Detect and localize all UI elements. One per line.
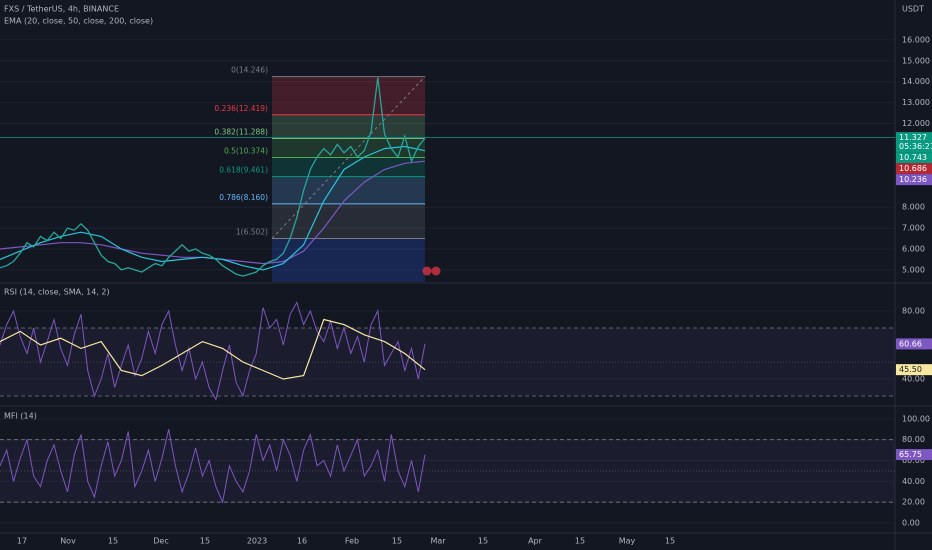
fib-zone	[272, 114, 425, 139]
fib-label: 0.786(8.160)	[219, 193, 268, 202]
y-tick-label: 40.00	[902, 477, 925, 486]
fib-zone	[272, 238, 425, 282]
y-tick-label: 12.000	[902, 119, 930, 128]
rsi-title: RSI (14, close, SMA, 14, 2)	[4, 288, 110, 297]
series-line	[0, 145, 426, 271]
alert-icon	[422, 266, 432, 276]
price-badge	[896, 174, 932, 186]
time-label: 16	[297, 537, 307, 546]
price-badge	[896, 364, 932, 376]
fib-label: 0.618(9.461)	[219, 166, 268, 175]
time-label: Mar	[430, 537, 446, 546]
time-label: 15	[575, 537, 585, 546]
time-label: 15	[200, 537, 210, 546]
y-tick-label: 0.00	[902, 519, 920, 528]
y-tick-label: 6.000	[902, 244, 925, 253]
price-badge-label: 10.236	[899, 175, 927, 184]
time-label: May	[619, 537, 636, 546]
y-tick-label: 60.00	[902, 456, 925, 465]
time-label: Feb	[345, 537, 359, 546]
y-tick-label: 5.000	[902, 265, 925, 274]
fib-trend	[271, 76, 426, 239]
currency: USDT	[902, 5, 924, 14]
price-badge	[896, 338, 932, 350]
price-badge-label: 10.743	[899, 153, 927, 162]
price-badge-label: 45.50	[899, 365, 922, 374]
y-tick-label: 15.000	[902, 56, 930, 65]
y-tick-label: 13.000	[902, 98, 930, 107]
fib-label: 1(6.502)	[236, 227, 268, 236]
y-tick-label: 16.000	[902, 35, 930, 44]
y-tick-label: 14.000	[902, 77, 930, 86]
alert-icon	[431, 266, 441, 276]
time-label: 15	[478, 537, 488, 546]
y-tick-label: 80.00	[902, 307, 925, 316]
y-tick-label: 80.00	[902, 435, 925, 444]
price-badge-label: 10.686	[899, 164, 927, 173]
fib-zone	[272, 76, 425, 115]
series-line	[0, 77, 426, 277]
time-label: 15	[108, 537, 118, 546]
y-tick-label: 100.00	[902, 414, 930, 423]
fib-label: 0(14.246)	[231, 66, 268, 75]
price-badge	[896, 152, 932, 164]
indicator-title: EMA (20, close, 50, close, 200, close)	[4, 17, 153, 26]
fib-zone	[272, 176, 425, 204]
y-tick-label: 40.00	[902, 374, 925, 383]
price-badge-label: 65.75	[899, 450, 922, 459]
time-label: 2023	[247, 537, 267, 546]
price-badge	[896, 132, 932, 153]
y-tick-label: 20.00	[902, 498, 925, 507]
price-badge-label: 60.66	[899, 339, 922, 348]
symbol-title: FXS / TetherUS, 4h, BINANCE	[4, 5, 119, 14]
fib-label: 0.236(12.419)	[214, 104, 268, 113]
time-label: 15	[665, 537, 675, 546]
time-label: Dec	[153, 537, 168, 546]
y-tick-label: 7.000	[902, 224, 925, 233]
series-line	[0, 429, 426, 504]
fib-zone	[272, 203, 425, 239]
price-badge	[896, 449, 932, 461]
fib-label: 0.382(11.288)	[214, 127, 268, 136]
time-label: 17	[17, 537, 27, 546]
time-label: Apr	[528, 537, 543, 546]
price-badge-label: 11.327	[899, 133, 927, 142]
series-line	[0, 318, 426, 380]
y-tick-label: 8.000	[902, 203, 925, 212]
series-line	[0, 301, 426, 401]
countdown: 05:36:21	[899, 142, 932, 151]
price-badge	[896, 163, 932, 175]
fib-label: 0.5(10.374)	[224, 147, 268, 156]
mfi-title: MFI (14)	[4, 412, 37, 421]
time-label: 15	[392, 537, 402, 546]
time-label: Nov	[60, 537, 76, 546]
